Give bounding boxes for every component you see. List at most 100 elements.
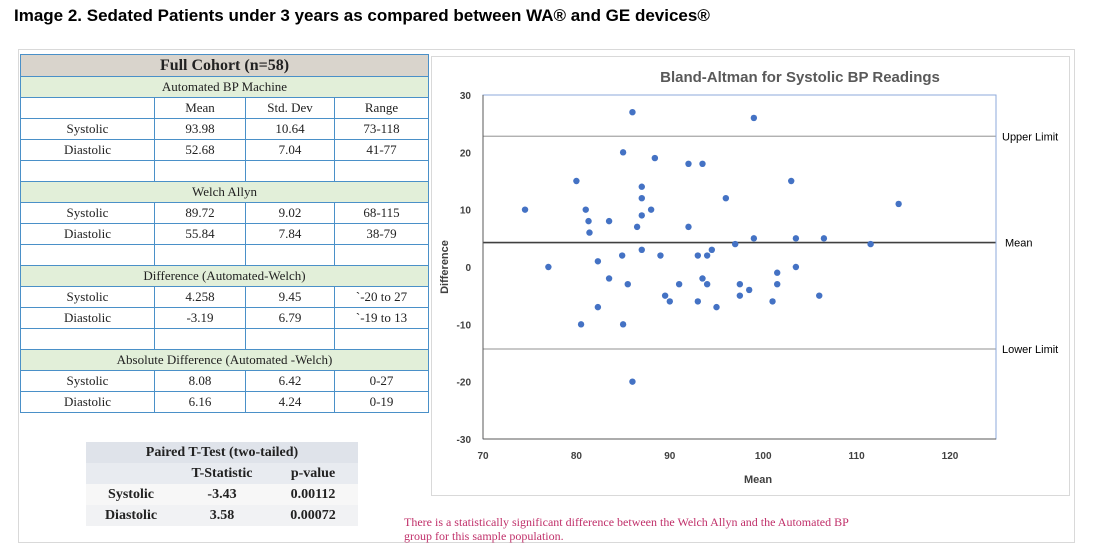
x-tick-label: 70 (477, 451, 489, 462)
cell-range: 38-79 (334, 223, 429, 245)
table-row: Systolic 4.258 9.45 `-20 to 27 (20, 286, 429, 308)
cell-sd: 4.24 (245, 391, 335, 413)
data-point (545, 263, 552, 271)
data-point (651, 154, 659, 162)
column-header: p-value (268, 463, 359, 484)
significance-note: There is a statistically significant dif… (404, 515, 849, 543)
data-point (703, 252, 711, 259)
data-point (666, 298, 673, 305)
data-point (605, 217, 613, 225)
table-row: Diastolic 55.84 7.84 38-79 (20, 223, 429, 245)
ttest-table: Paired T-Test (two-tailed) T-Statistic p… (86, 442, 359, 526)
data-point (736, 281, 744, 288)
cell-t-statistic: 3.58 (176, 505, 268, 526)
y-tick-label: -10 (457, 320, 472, 331)
chart-frame (431, 56, 1070, 496)
x-tick-label: 90 (664, 451, 676, 462)
y-tick-label: -30 (457, 435, 472, 446)
data-point (788, 177, 795, 185)
row-label: Diastolic (20, 223, 155, 245)
y-tick-label: 30 (460, 91, 472, 102)
data-point (699, 275, 706, 282)
row-label: Systolic (20, 370, 155, 392)
data-point (638, 246, 645, 253)
data-point (699, 160, 706, 167)
data-point (629, 109, 636, 116)
data-point (774, 281, 781, 288)
column-header (86, 463, 176, 484)
cell-range: 0-19 (334, 391, 429, 413)
data-point (582, 206, 589, 213)
data-point (573, 177, 580, 185)
y-axis-label: Difference (439, 240, 451, 294)
data-point (745, 286, 753, 294)
page-title: Image 2. Sedated Patients under 3 years … (14, 6, 710, 25)
data-point (774, 269, 781, 276)
data-point (769, 298, 776, 305)
cell-range: `-20 to 27 (334, 286, 429, 308)
cell-p-value: 0.00112 (268, 484, 359, 505)
table-row: Systolic 8.08 6.42 0-27 (20, 370, 429, 392)
data-point (750, 235, 758, 242)
data-point (708, 246, 716, 253)
data-point (694, 298, 702, 305)
data-point (731, 240, 739, 248)
mean-label: Mean (1005, 238, 1033, 250)
data-point (638, 212, 645, 219)
data-point (703, 281, 711, 288)
data-point (633, 223, 641, 231)
y-tick-label: 20 (460, 148, 472, 159)
section-header: Welch Allyn (20, 181, 429, 203)
data-point (605, 275, 613, 282)
cell-t-statistic: -3.43 (176, 484, 268, 505)
data-point (618, 252, 626, 259)
cell-mean: 52.68 (154, 139, 246, 161)
data-point (820, 235, 828, 242)
data-point (647, 206, 655, 213)
x-tick-label: 110 (849, 451, 866, 462)
x-axis-label: Mean (744, 474, 772, 486)
data-point (675, 281, 683, 288)
data-point (629, 378, 636, 385)
data-point (792, 235, 800, 242)
data-point (694, 252, 702, 259)
section-header: Automated BP Machine (20, 76, 429, 98)
data-point (638, 183, 645, 190)
table-row: Diastolic 52.68 7.04 41-77 (20, 139, 429, 161)
data-point (750, 114, 758, 122)
y-tick-label: 0 (465, 263, 471, 274)
data-point (586, 229, 593, 236)
plot-area (482, 94, 997, 440)
table-row: Systolic 93.98 10.64 73-118 (20, 118, 429, 140)
data-point (619, 149, 627, 156)
row-label: Diastolic (20, 391, 155, 413)
figure-panel (18, 49, 1075, 543)
table-row: Diastolic 3.58 0.00072 (86, 505, 359, 526)
data-point (585, 217, 592, 225)
x-tick-label: 80 (571, 451, 583, 462)
data-point (685, 223, 692, 231)
data-point (594, 258, 602, 265)
data-point (722, 195, 730, 202)
data-point (657, 252, 664, 259)
column-header: Mean (154, 97, 246, 119)
data-point (521, 206, 529, 213)
upper-limit-label: Upper Limit (1002, 131, 1058, 143)
data-point (661, 292, 669, 299)
data-point (736, 292, 744, 299)
row-label: Diastolic (86, 505, 176, 526)
data-point (619, 321, 627, 328)
data-point (713, 303, 720, 311)
y-tick-label: 10 (460, 206, 472, 217)
data-point (577, 321, 585, 328)
data-point (624, 281, 631, 288)
data-point (895, 200, 902, 208)
data-point (867, 240, 874, 248)
full-cohort-table: Full Cohort (n=58) Automated BP Machine … (20, 54, 429, 413)
data-point (594, 303, 602, 311)
ttest-title: Paired T-Test (two-tailed) (86, 442, 359, 463)
column-header: T-Statistic (176, 463, 268, 484)
data-point (685, 160, 692, 167)
x-tick-label: 120 (942, 451, 959, 462)
